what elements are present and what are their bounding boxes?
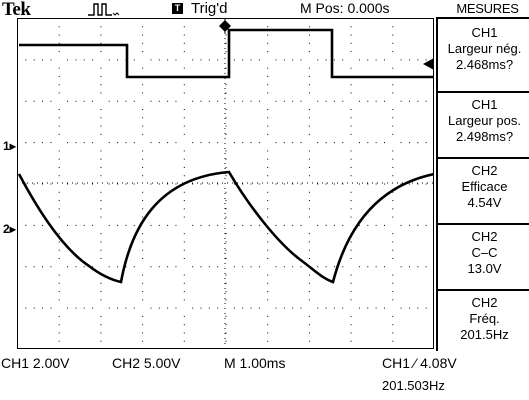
measure-1-channel: CH1: [471, 25, 498, 40]
menu-title: MESURES: [456, 1, 519, 16]
ch2-scale: CH2 5.00V: [112, 355, 181, 371]
trigger-status-icon: T: [172, 3, 183, 14]
frequency-readout: 201.503Hz: [382, 378, 445, 393]
measure-3-value: 4.54V: [467, 195, 502, 210]
measure-3[interactable]: CH2 Efficace 4.54V: [438, 157, 529, 223]
measure-5-channel: CH2: [471, 295, 498, 310]
waveform-display: [17, 18, 434, 349]
acquisition-icon: [88, 3, 120, 16]
measure-2-channel: CH1: [471, 97, 498, 112]
status-bar: Tek T Trig'd M Pos: 0.000s MESURES: [0, 0, 529, 20]
measure-4[interactable]: CH2 C–C 13.0V: [438, 223, 529, 289]
measure-1[interactable]: CH1 Largeur nég. 2.468ms?: [438, 17, 529, 91]
ch2-marker: 2▸: [3, 222, 16, 236]
graticule: [17, 18, 434, 349]
measure-4-channel: CH2: [471, 229, 498, 244]
ch1-waveform: [19, 28, 434, 79]
measure-5[interactable]: CH2 Fréq. 201.5Hz: [438, 289, 529, 353]
ch2-marker-arrow-icon: ▸: [9, 222, 16, 236]
trigger-position-marker-icon: [219, 18, 231, 34]
brand-logo: Tek: [2, 0, 31, 20]
measure-3-label: Efficace: [461, 179, 508, 194]
measure-2[interactable]: CH1 Largeur pos. 2.498ms?: [438, 91, 529, 157]
main-position: M Pos: 0.000s: [300, 0, 390, 16]
measure-4-label: C–C: [471, 245, 498, 260]
scale-readout-bar: CH1 2.00V CH2 5.00V M 1.00ms CH1 ⁄ 4.08V…: [0, 352, 529, 400]
measure-2-value: 2.498ms?: [455, 129, 514, 144]
measure-2-label: Largeur pos.: [448, 113, 521, 128]
trigger-level-marker-icon: [423, 58, 434, 70]
ch1-marker-arrow-icon: ▸: [9, 139, 16, 153]
measure-5-label: Fréq.: [469, 311, 500, 326]
measure-1-label: Largeur nég.: [447, 41, 522, 56]
measure-4-value: 13.0V: [467, 261, 502, 276]
ch1-marker: 1▸: [3, 139, 16, 153]
trigger-level: CH1 ⁄ 4.08V: [382, 355, 457, 371]
measure-3-channel: CH2: [471, 163, 498, 178]
timebase: M 1.00ms: [224, 355, 286, 371]
ch1-scale: CH1 2.00V: [1, 355, 70, 371]
measures-menu: CH1 Largeur nég. 2.468ms? CH1 Largeur po…: [436, 17, 529, 351]
trigger-status: Trig'd: [191, 0, 228, 17]
measure-1-value: 2.468ms?: [455, 57, 514, 72]
ch2-waveform: [17, 170, 434, 284]
measure-5-value: 201.5Hz: [460, 327, 509, 342]
